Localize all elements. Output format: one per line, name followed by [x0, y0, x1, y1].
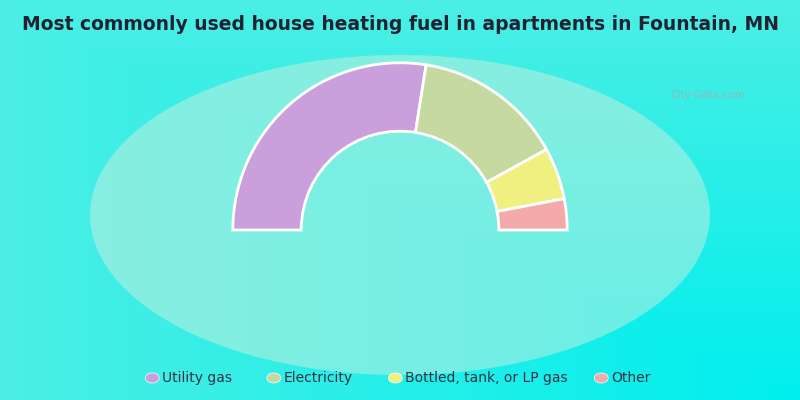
Wedge shape: [486, 150, 564, 212]
Wedge shape: [415, 65, 546, 182]
Text: Most commonly used house heating fuel in apartments in Fountain, MN: Most commonly used house heating fuel in…: [22, 15, 778, 34]
Wedge shape: [497, 199, 567, 230]
Text: Other: Other: [611, 371, 650, 385]
Ellipse shape: [146, 373, 159, 383]
Text: City-Data.com: City-Data.com: [670, 90, 745, 100]
Text: Utility gas: Utility gas: [162, 371, 232, 385]
Ellipse shape: [90, 55, 710, 375]
Text: Bottled, tank, or LP gas: Bottled, tank, or LP gas: [406, 371, 568, 385]
Bar: [60, 60, 740, 370]
Text: Electricity: Electricity: [284, 371, 353, 385]
Wedge shape: [233, 63, 426, 230]
Ellipse shape: [266, 373, 281, 383]
Ellipse shape: [388, 373, 402, 383]
Ellipse shape: [594, 373, 608, 383]
